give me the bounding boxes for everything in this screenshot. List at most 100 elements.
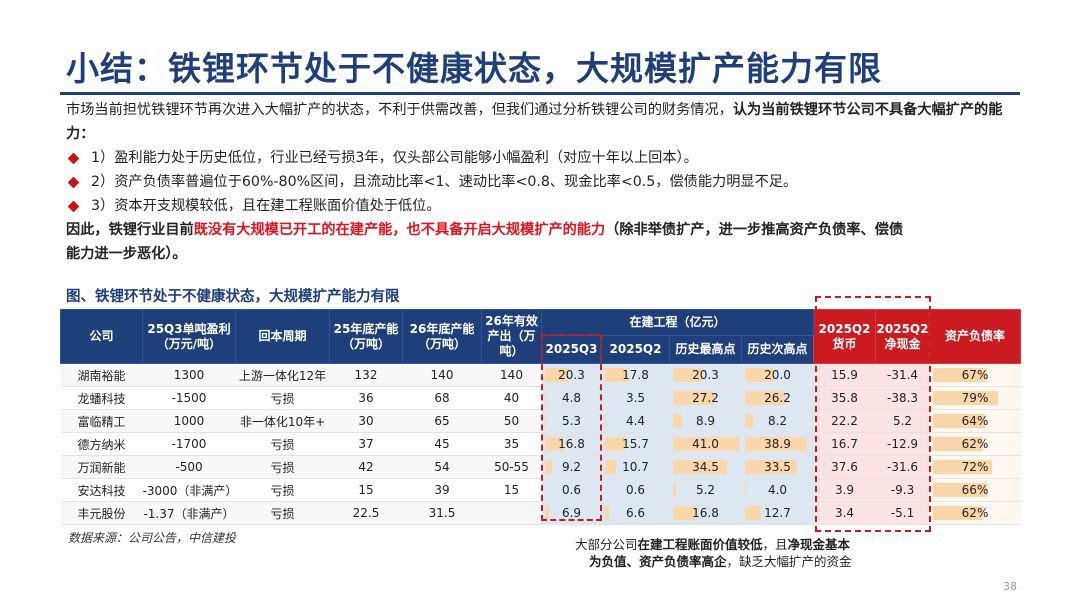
bullet-text: 1）盈利能力处于历史低位，行业已经亏损3年，仅头部公司能够小幅盈利（对应十年以上…: [91, 150, 698, 166]
cell-company: 德方纳米: [60, 432, 143, 456]
cell-cip_high: 16.8: [669, 501, 742, 525]
cell-cash: 37.6: [813, 455, 876, 479]
table-row: 万润新能 -500 亏损 42 54 50-55 9.2 10.7 34.5 33.5 37.6 -3…: [60, 455, 1021, 479]
data-bar: [744, 437, 807, 451]
cell-cip_q3: 5.3: [541, 409, 602, 433]
data-bar: [932, 391, 999, 405]
data-bar: [744, 368, 774, 382]
cell-cap25: 22.5: [329, 501, 403, 525]
cell-company: 安达科技: [60, 478, 143, 502]
conclusion-part4: 能力进一步恶化）。: [66, 246, 187, 262]
data-bar: [544, 437, 564, 451]
cell-cip_second: 38.9: [741, 432, 814, 456]
cell-net: -9.3: [875, 478, 930, 502]
cell-cap25: 132: [329, 363, 403, 387]
data-bar: [604, 460, 617, 474]
conclusion-highlight: 既没有大规模已开工的在建产能，也不具备开启大规模扩产的能力: [193, 222, 606, 238]
header-capacity-25: 25年底产能 （万吨）: [329, 309, 403, 364]
cell-output: 15: [481, 478, 542, 502]
intro-normal: 市场当前担忧铁锂环节再次进入大幅扩产的状态，不利于供需改善，但我们通过分析铁锂公…: [66, 102, 733, 118]
data-bar: [744, 483, 746, 497]
cell-cap26: 31.5: [402, 501, 482, 525]
cell-cip_second: 20.0: [741, 363, 814, 387]
cell-cash: 15.9: [813, 363, 876, 387]
cell-output: 35: [481, 432, 542, 456]
bullet-item: 3）资本开支规模较低，且在建工程账面价值处于低位。: [66, 194, 1016, 218]
cell-cip_q2: 3.5: [601, 386, 670, 410]
table-row: 龙蟠科技 -1500 亏损 36 68 40 4.8 3.5 27.2 26.2 35.8 -38.3…: [60, 386, 1021, 410]
cell-company: 万润新能: [60, 455, 143, 479]
callout-note: 大部分公司在建工程账面价值较低，且净现金基本 为负值、资产负债率高企，缺乏大幅扩…: [575, 537, 852, 569]
data-bar: [672, 506, 696, 520]
cell-ratio: 62%: [929, 501, 1021, 525]
cell-cip_high: 5.2: [669, 478, 742, 502]
cell-cap26: 54: [402, 455, 482, 479]
cell-cap26: 65: [402, 409, 482, 433]
data-bar: [744, 391, 785, 405]
cell-payback: 亏损: [235, 478, 330, 502]
diamond-bullet-icon: [67, 176, 80, 189]
cell-cap25: 15: [329, 478, 403, 502]
header-profit: 25Q3单吨盈利 （万元/吨）: [142, 309, 236, 364]
cell-net: -31.4: [875, 363, 930, 387]
bullet-item: 1）盈利能力处于历史低位，行业已经亏损3年，仅头部公司能够小幅盈利（对应十年以上…: [66, 146, 1016, 170]
cell-profit: -3000（非满产）: [142, 478, 237, 502]
data-bar: [672, 460, 728, 474]
conclusion-part1: 因此，铁锂行业目前: [66, 222, 194, 238]
data-bar: [604, 368, 629, 382]
table-row: 富临精工 1000 非一体化10年+ 30 65 50 5.3 4.4 8.9 8.2 22.2 5.…: [60, 409, 1021, 433]
cell-cap26: 39: [402, 478, 482, 502]
data-source: 数据来源：公司公告，中信建投: [68, 531, 237, 545]
cell-net: -5.1: [875, 501, 930, 525]
cell-cip_q2: 10.7: [601, 455, 670, 479]
cell-cap26: 140: [402, 363, 482, 387]
table-row: 湖南裕能 1300 上游一体化12年 132 140 140 20.3 17.8 20.3 20.…: [60, 363, 1021, 387]
table-row: 德方纳米 -1700 亏损 37 45 35 16.8 15.7 41.0 38.9 16.7 -12…: [60, 432, 1021, 456]
cell-output: [481, 501, 542, 525]
data-bar: [604, 414, 606, 428]
cell-cip_high: 27.2: [669, 386, 742, 410]
data-bar: [932, 460, 993, 474]
cell-ratio: 72%: [929, 455, 1021, 479]
header-cip-q2: 2025Q2: [601, 335, 670, 364]
cell-profit: -500: [142, 455, 236, 479]
cell-net: -38.3: [875, 386, 930, 410]
conclusion-paragraph: 因此，铁锂行业目前既没有大规模已开工的在建产能，也不具备开启大规模扩产的能力（除…: [66, 218, 1016, 266]
cell-company: 丰元股份: [60, 501, 143, 525]
cell-cip_second: 4.0: [741, 478, 814, 502]
data-bar: [544, 368, 569, 382]
cell-cash: 16.7: [813, 432, 876, 456]
cell-net: -12.9: [875, 432, 930, 456]
cell-payback: 亏损: [235, 501, 330, 525]
data-bar: [672, 437, 739, 451]
diamond-bullet-icon: [67, 200, 80, 213]
data-bar: [932, 368, 988, 382]
header-debt-ratio: 资产负债率: [929, 309, 1022, 364]
data-bar: [672, 483, 676, 497]
cell-cap26: 68: [402, 386, 482, 410]
cell-cip_second: 12.7: [741, 501, 814, 525]
data-bar: [932, 414, 985, 428]
cell-company: 湖南裕能: [60, 363, 143, 387]
header-cip-high: 历史最高点: [669, 335, 742, 364]
data-bar: [604, 506, 610, 520]
cell-cip_high: 41.0: [669, 432, 742, 456]
data-bar: [544, 414, 547, 428]
cell-profit: 1300: [142, 363, 236, 387]
cell-payback: 非一体化10年+: [235, 409, 330, 433]
cell-cash: 35.8: [813, 386, 876, 410]
table-row: 安达科技 -3000（非满产） 亏损 15 39 15 0.6 0.6 5.2 4.0 3.9 -9.…: [60, 478, 1021, 502]
data-bar: [672, 368, 703, 382]
header-company: 公司: [60, 309, 143, 364]
summary-text: 市场当前担忧铁锂环节再次进入大幅扩产的状态，不利于供需改善，但我们通过分析铁锂公…: [66, 98, 1016, 266]
cell-company: 龙蟠科技: [60, 386, 143, 410]
cell-cip_q3: 0.6: [541, 478, 602, 502]
cell-profit: -1500: [142, 386, 236, 410]
bullet-text: 3）资本开支规模较低，且在建工程账面价值处于低位。: [91, 198, 441, 214]
cell-profit: -1.37（非满产）: [142, 501, 236, 525]
cell-output: 50: [481, 409, 542, 433]
conclusion-part3: （除非举债扩产，进一步推高资产负债率、偿债: [605, 222, 904, 238]
cell-cip_q3: 6.9: [541, 501, 602, 525]
cell-payback: 亏损: [235, 386, 330, 410]
cell-cip_second: 33.5: [741, 455, 814, 479]
